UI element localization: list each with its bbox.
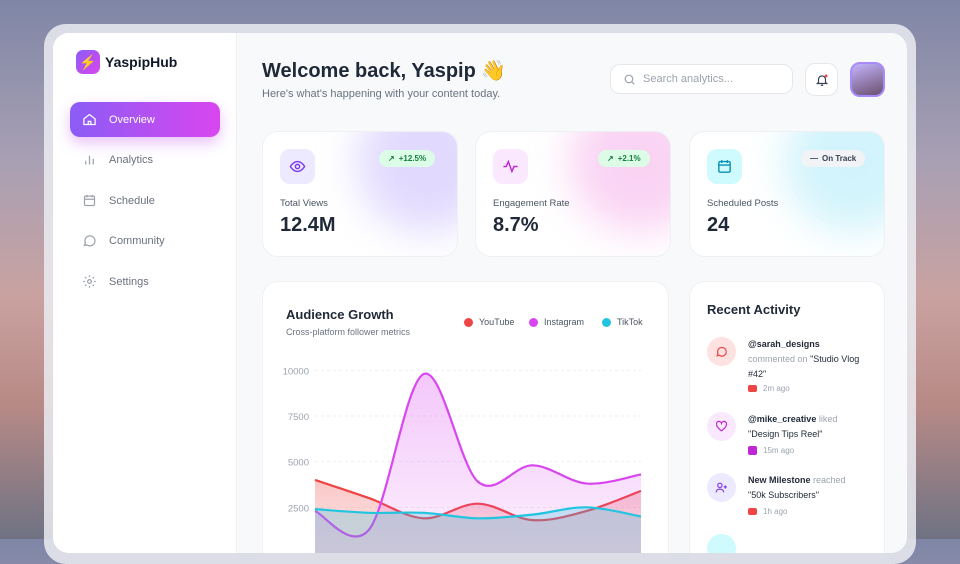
dash-icon: — <box>810 154 818 163</box>
activity-time: 2m ago <box>763 384 790 393</box>
y-tick-label: 10000 <box>283 366 309 377</box>
legend-label: TikTok <box>617 317 643 327</box>
audience-growth-card: Audience Growth Cross-platform follower … <box>262 281 669 553</box>
y-tick-label: 7500 <box>288 412 309 423</box>
activity-user: @sarah_designs <box>748 339 820 349</box>
stat-label: Scheduled Posts <box>707 198 779 209</box>
stat-value: 24 <box>707 214 730 236</box>
legend-youtube[interactable]: YouTube <box>464 317 514 327</box>
activity-meta: 15m ago <box>748 446 794 455</box>
sidebar-item-settings[interactable]: Settings <box>70 264 220 299</box>
line-tiktok <box>314 506 642 520</box>
legend-label: Instagram <box>544 317 585 327</box>
activity-target: "Studio Vlog #42" <box>748 354 860 379</box>
gear-icon <box>83 275 96 288</box>
stat-card-scheduled-posts: — On Track Scheduled Posts 24 <box>689 131 885 257</box>
bell-icon <box>815 73 828 86</box>
chat-bubble-icon <box>83 235 96 247</box>
stat-value: 12.4M <box>280 214 336 236</box>
page-title: Welcome back, Yaspip 👋 <box>262 60 507 82</box>
calendar-icon <box>83 194 96 207</box>
trend-badge: ↗ +12.5% <box>379 150 436 167</box>
sidebar-item-label: Settings <box>109 275 149 288</box>
activity-meta: 2m ago <box>748 384 790 393</box>
card-glow <box>357 132 457 232</box>
sidebar-item-label: Community <box>109 234 165 247</box>
stat-value: 8.7% <box>493 214 539 236</box>
main-content: Welcome back, Yaspip 👋 Here's what's hap… <box>237 33 907 553</box>
activity-action: reached <box>813 475 846 485</box>
y-tick-label: 5000 <box>288 458 309 469</box>
page-subtitle: Here's what's happening with your conten… <box>262 88 501 100</box>
bar-chart-icon <box>85 155 94 165</box>
youtube-icon <box>748 508 757 515</box>
activity-time: 15m ago <box>763 446 795 455</box>
activity-icon <box>493 149 528 184</box>
activity-title: Recent Activity <box>707 302 801 317</box>
sidebar-item-analytics[interactable]: Analytics <box>70 142 220 177</box>
activity-target: "Design Tips Reel" <box>748 429 823 439</box>
youtube-icon <box>748 385 757 392</box>
sidebar-item-label: Schedule <box>109 194 155 207</box>
card-glow <box>570 132 670 232</box>
arrow-up-right-icon: ↗ <box>388 154 395 163</box>
recent-activity-card: Recent Activity @sarah_designs commented … <box>689 281 885 553</box>
search-icon <box>624 74 635 85</box>
sidebar-item-schedule[interactable]: Schedule <box>70 183 220 218</box>
sidebar: ⚡ YaspipHub Overview Analytics Schedule … <box>53 33 237 553</box>
home-icon <box>83 113 96 126</box>
stat-card-total-views: ↗ +12.5% Total Views 12.4M <box>262 131 458 257</box>
avatar[interactable] <box>850 62 885 97</box>
heart-icon <box>707 412 736 441</box>
app-window: ⚡ YaspipHub Overview Analytics Schedule … <box>53 33 907 553</box>
stat-card-engagement-rate: ↗ +2.1% Engagement Rate 8.7% <box>475 131 671 257</box>
activity-user: New Milestone <box>748 475 811 485</box>
activity-text: @mike_creative liked "Design Tips Reel" <box>748 412 873 442</box>
status-badge: — On Track <box>801 150 866 167</box>
brand-name: YaspipHub <box>105 54 178 70</box>
notifications-button[interactable] <box>805 63 838 96</box>
sidebar-item-label: Analytics <box>109 153 154 166</box>
activity-user: @mike_creative <box>748 414 817 424</box>
legend-dot <box>602 317 611 327</box>
activity-time: 1h ago <box>763 507 788 516</box>
card-glow <box>784 132 884 232</box>
audience-growth-chart: 10000 7500 5000 2500 <box>283 366 642 553</box>
activity-text: @sarah_designs commented on "Studio Vlog … <box>748 337 873 382</box>
comment-icon <box>707 337 736 366</box>
y-tick-label: 2500 <box>288 503 309 514</box>
badge-text: +2.1% <box>617 154 641 163</box>
trend-badge: ↗ +2.1% <box>598 150 650 167</box>
area-instagram <box>315 373 641 553</box>
sidebar-item-label: Overview <box>109 113 155 126</box>
badge-text: +12.5% <box>398 154 427 163</box>
legend-tiktok[interactable]: TikTok <box>602 317 643 327</box>
user-plus-icon <box>707 473 736 502</box>
legend-instagram[interactable]: Instagram <box>529 317 584 327</box>
calendar-icon <box>707 149 742 184</box>
chart-title: Audience Growth <box>286 307 394 322</box>
activity-target: "50k Subscribers" <box>748 490 819 500</box>
chart-subtitle: Cross-platform follower metrics <box>286 327 411 337</box>
instagram-icon <box>748 446 757 455</box>
search-input[interactable]: Search analytics... <box>610 64 793 94</box>
sidebar-item-overview[interactable]: Overview <box>70 102 220 137</box>
activity-text: New Milestone reached "50k Subscribers" <box>748 473 873 503</box>
sidebar-item-community[interactable]: Community <box>70 223 220 258</box>
legend-dot <box>464 317 473 327</box>
stat-label: Total Views <box>280 198 328 209</box>
search-placeholder: Search analytics... <box>643 73 733 85</box>
eye-icon <box>280 149 315 184</box>
share-icon <box>707 534 736 553</box>
legend-label: YouTube <box>479 317 515 327</box>
badge-text: On Track <box>822 154 857 163</box>
arrow-up-right-icon: ↗ <box>607 154 614 163</box>
lightning-icon: ⚡ <box>76 50 100 74</box>
legend-dot <box>529 317 538 327</box>
activity-meta: 1h ago <box>748 507 787 516</box>
activity-action: liked <box>818 414 838 424</box>
stat-label: Engagement Rate <box>493 198 570 209</box>
activity-action: commented on <box>748 354 808 364</box>
